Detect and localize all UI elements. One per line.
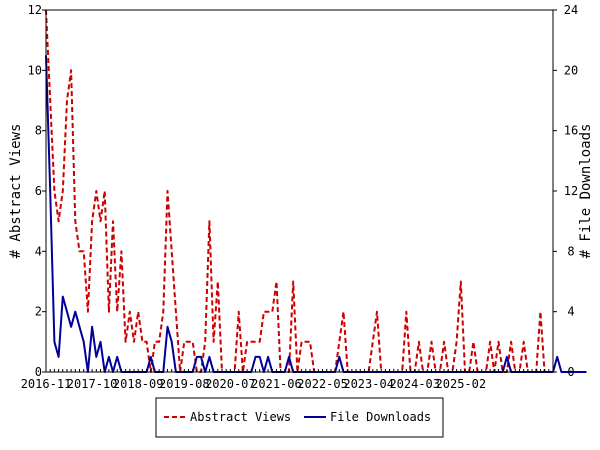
left-axis-tick-label: 12 — [28, 3, 42, 17]
x-axis-tick-label: 2016-11 — [21, 377, 72, 391]
right-axis-tick-label: 12 — [564, 184, 578, 198]
right-axis-tick-labels: 0 4 8 12 16 20 24 — [564, 3, 578, 379]
x-axis-tick-label: 2021-06 — [251, 377, 302, 391]
x-axis-tick-label: 2020-07 — [205, 377, 256, 391]
right-axis-tick-label: 16 — [564, 124, 578, 138]
legend: Abstract Views File Downloads — [155, 397, 444, 438]
left-axis-tick-label: 0 — [35, 365, 42, 379]
right-axis-tick-label: 24 — [564, 3, 578, 17]
x-axis-tick-label: 2024-03 — [389, 377, 440, 391]
right-axis-title: # File Downloads — [578, 124, 594, 259]
series-line-abstract-views — [45, 9, 553, 373]
x-axis-tick-label: 2022-05 — [297, 377, 348, 391]
series-lines — [45, 9, 587, 373]
series-line-file-downloads — [45, 55, 587, 373]
legend-box — [155, 397, 444, 438]
x-axis-tick-label: 2017-10 — [67, 377, 118, 391]
right-axis-tick-label: 4 — [567, 305, 574, 319]
x-axis-tick-label: 2019-08 — [159, 377, 210, 391]
legend-label-abstract-views: Abstract Views — [190, 410, 291, 424]
left-axis-title: # Abstract Views — [8, 124, 24, 259]
legend-label-file-downloads: File Downloads — [330, 410, 431, 424]
x-axis-tick-labels: 2016-112017-102018-092019-082020-072021-… — [21, 377, 486, 391]
left-axis-tick-labels: 0 2 4 6 8 10 12 — [28, 3, 42, 379]
x-axis-tick-label: 2025-02 — [436, 377, 487, 391]
axis-ticks — [42, 9, 557, 373]
right-axis-tick-label: 20 — [564, 63, 578, 77]
left-axis-tick-label: 4 — [35, 244, 42, 258]
right-axis-tick-label: 0 — [567, 365, 574, 379]
left-axis-tick-label: 8 — [35, 124, 42, 138]
left-axis-tick-label: 10 — [28, 63, 42, 77]
left-axis-tick-label: 2 — [35, 305, 42, 319]
left-axis-tick-label: 6 — [35, 184, 42, 198]
x-axis-tick-label: 2023-04 — [343, 377, 394, 391]
plot-frame — [45, 9, 554, 373]
right-axis-tick-label: 8 — [567, 244, 574, 258]
x-axis-tick-label: 2018-09 — [113, 377, 164, 391]
